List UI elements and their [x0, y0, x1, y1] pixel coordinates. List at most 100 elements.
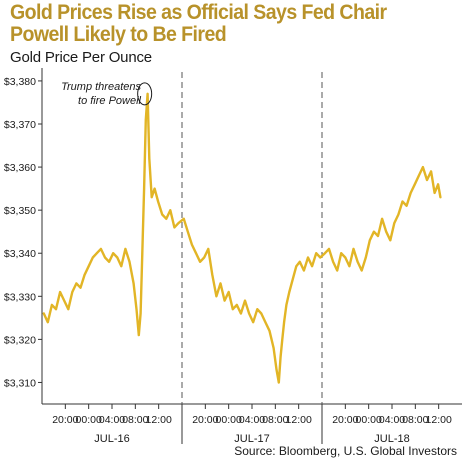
- data-point: [227, 291, 230, 293]
- data-point: [120, 265, 123, 268]
- data-point: [203, 256, 206, 259]
- data-point: [75, 282, 78, 285]
- y-tick-label: $3,330: [4, 291, 36, 303]
- data-point: [79, 286, 82, 289]
- data-point: [401, 200, 404, 203]
- data-point: [215, 295, 218, 298]
- data-point: [319, 256, 322, 259]
- data-point: [139, 312, 142, 315]
- data-point: [87, 265, 90, 268]
- data-point: [235, 304, 238, 306]
- x-tick-label: 12:00: [286, 414, 312, 426]
- x-tick-label: 12:00: [146, 414, 172, 426]
- data-point: [59, 291, 61, 293]
- data-point: [389, 239, 392, 242]
- data-point: [422, 166, 424, 169]
- data-point: [244, 299, 246, 302]
- data-point: [191, 243, 193, 246]
- data-point: [83, 273, 86, 276]
- data-point: [143, 187, 146, 190]
- y-tick-label: $3,320: [4, 334, 36, 346]
- day-label: JUL-16: [94, 433, 129, 445]
- data-point: [356, 260, 359, 263]
- data-point: [381, 217, 383, 220]
- data-point: [277, 381, 280, 384]
- data-point: [285, 304, 288, 306]
- data-point: [231, 308, 234, 311]
- data-point: [393, 222, 396, 225]
- data-point: [385, 230, 388, 233]
- data-point: [150, 196, 153, 199]
- data-point: [332, 260, 334, 263]
- data-point: [132, 282, 135, 285]
- data-point: [426, 179, 428, 181]
- data-point: [240, 312, 242, 315]
- data-point: [177, 222, 180, 225]
- data-point: [368, 239, 371, 242]
- axes-layer: $3,310 $3,320 $3,330 $3,340 $3,350 $3,360 $3,3…: [4, 68, 462, 445]
- data-point: [264, 321, 267, 324]
- data-point: [252, 321, 255, 324]
- data-point: [63, 299, 66, 302]
- data-point: [144, 118, 147, 121]
- y-tick-label: $3,380: [4, 76, 36, 88]
- data-point: [42, 312, 45, 315]
- data-point: [207, 248, 210, 250]
- data-point: [295, 265, 298, 268]
- data-point: [288, 291, 291, 293]
- data-point: [275, 368, 278, 371]
- data-point: [336, 269, 339, 272]
- data-point: [148, 157, 151, 160]
- data-point: [260, 312, 263, 315]
- data-point: [195, 252, 197, 255]
- data-point: [328, 248, 330, 250]
- data-point: [311, 265, 313, 268]
- data-point: [223, 299, 226, 302]
- data-point: [67, 308, 70, 311]
- x-tick-label: 04:00: [239, 414, 265, 426]
- data-point: [112, 252, 115, 255]
- data-point: [248, 312, 251, 315]
- data-point: [272, 347, 275, 349]
- day-label: JUL-17: [234, 433, 269, 445]
- data-point: [95, 252, 98, 255]
- data-point: [413, 183, 416, 186]
- data-point: [91, 256, 94, 259]
- data-point: [377, 235, 379, 237]
- y-tick-label: $3,360: [4, 162, 36, 174]
- data-point: [397, 213, 400, 216]
- data-point: [283, 321, 285, 324]
- y-tick-label: $3,310: [4, 377, 36, 389]
- data-point: [315, 252, 318, 255]
- data-point: [124, 248, 127, 250]
- data-point: [279, 355, 282, 358]
- data-point: [173, 226, 176, 229]
- data-point: [146, 92, 149, 95]
- data-point: [157, 200, 160, 203]
- data-point: [199, 260, 202, 263]
- annotation-line-1: Trump threatens: [61, 81, 141, 93]
- data-point: [256, 308, 259, 311]
- data-point: [55, 308, 57, 311]
- data-point: [307, 256, 309, 259]
- x-tick-label: 20:00: [192, 414, 218, 426]
- data-point: [71, 291, 74, 293]
- data-point: [128, 260, 131, 263]
- data-point: [373, 230, 375, 233]
- data-point: [268, 329, 271, 332]
- x-tick-label: 20:00: [332, 414, 358, 426]
- day-label: JUL-18: [374, 433, 409, 445]
- data-point: [153, 187, 156, 190]
- x-tick-label: 20:00: [52, 414, 78, 426]
- x-tick-label: 04:00: [379, 414, 405, 426]
- gold-price-line: [42, 92, 442, 384]
- data-point: [340, 252, 343, 255]
- data-point: [104, 256, 106, 259]
- chart-subtitle: Gold Price Per Ounce: [10, 49, 152, 66]
- data-point: [364, 256, 367, 259]
- x-tick-label: 08:00: [402, 414, 428, 426]
- data-point: [211, 273, 214, 276]
- x-tick-label: 08:00: [262, 414, 288, 426]
- y-tick-label: $3,370: [4, 119, 36, 131]
- data-point: [165, 217, 168, 220]
